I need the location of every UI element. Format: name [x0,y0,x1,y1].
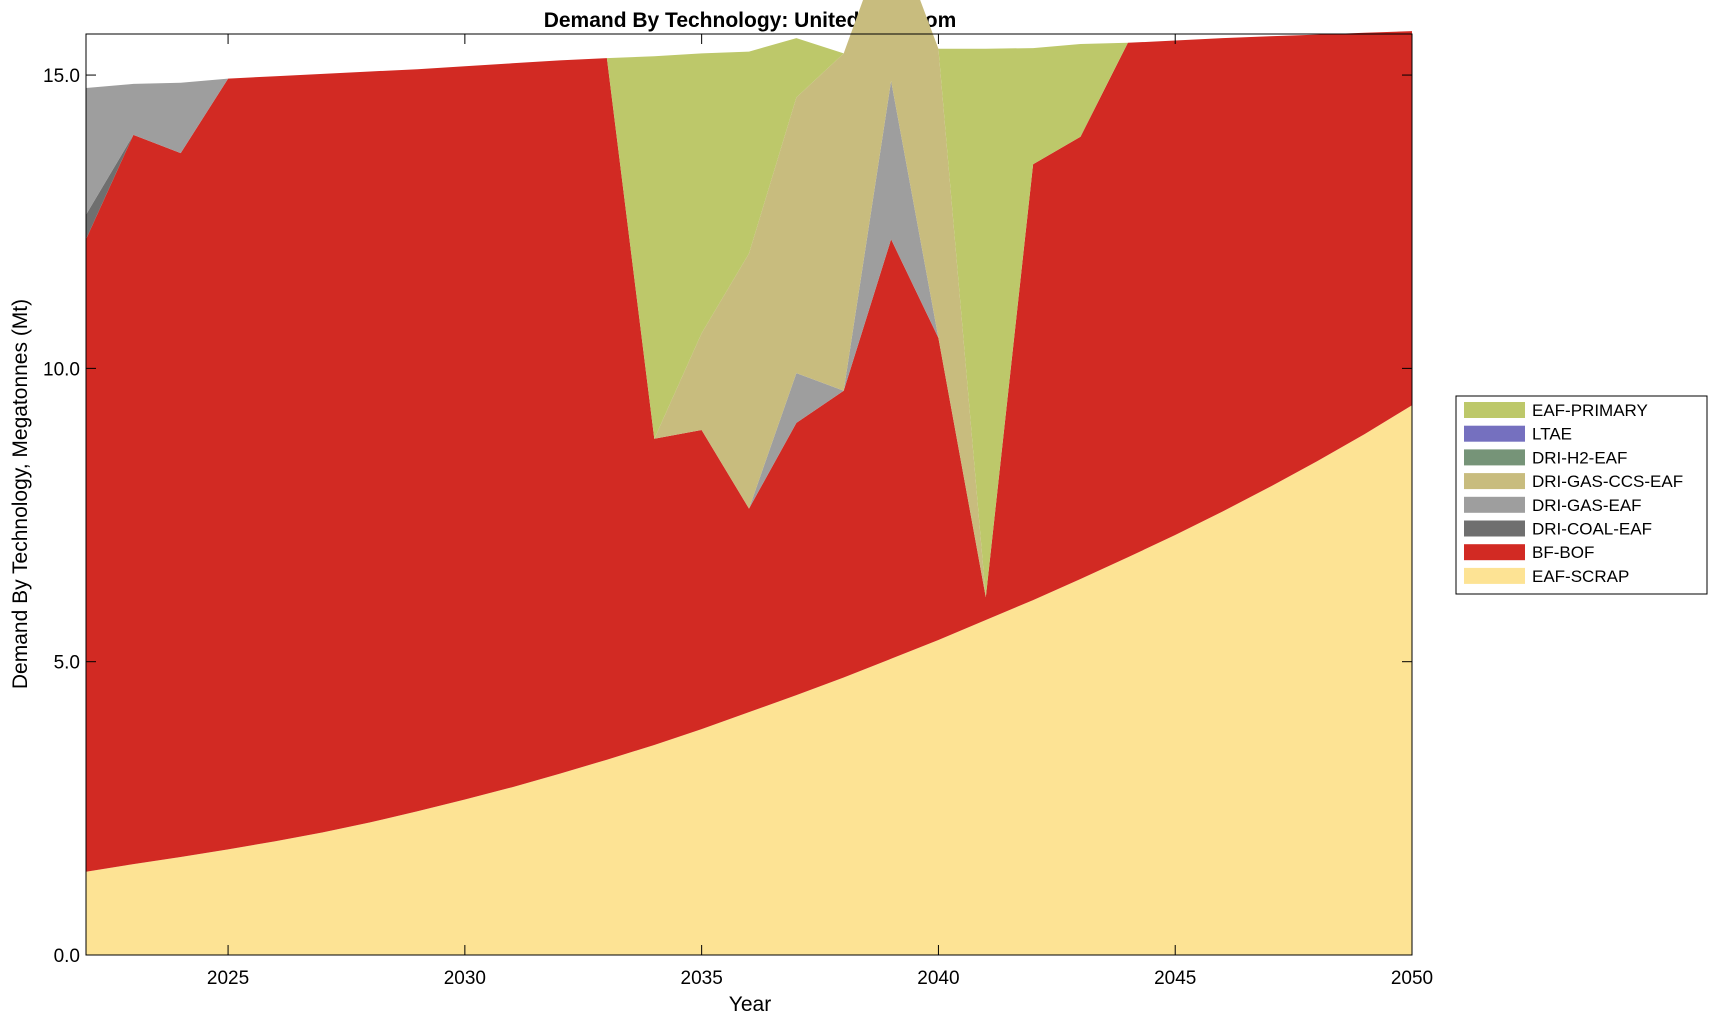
legend-label: BF-BOF [1532,543,1594,562]
area-eaf-scrap [86,405,1412,955]
area-dri-gas-eaf [86,31,1412,598]
legend-swatch [1464,402,1525,418]
legend-label: DRI-COAL-EAF [1532,520,1652,539]
area-eaf-primary [86,0,1412,598]
legend-swatch [1464,520,1525,537]
legend-label: EAF-SCRAP [1532,567,1629,586]
legend-swatch [1464,567,1525,584]
x-axis-label: Year [729,993,771,1016]
legend-label: DRI-H2-EAF [1532,448,1627,467]
y-tick-label: 10.0 [43,359,80,380]
legend-item-dri-coal-eaf: DRI-COAL-EAF [1464,520,1652,539]
legend-item-dri-gas-eaf: DRI-GAS-EAF [1464,496,1642,515]
area-dri-gas-ccs-eaf [86,0,1412,598]
x-tick-label: 2040 [917,968,959,989]
x-axis-ticks: 2025 2030 2035 2040 2045 2050 [207,34,1433,989]
x-tick-label: 2035 [681,968,723,989]
chart-title: Demand By Technology: United Kingdom [544,9,957,32]
legend-swatch [1464,544,1525,561]
plot-frame [85,33,1413,956]
legend-label: DRI-GAS-CCS-EAF [1532,472,1683,491]
legend-item-bf-bof: BF-BOF [1464,543,1594,562]
area-layers [86,0,1412,955]
area-bf-bof [86,31,1412,872]
legend-item-dri-gas-ccs-eaf: DRI-GAS-CCS-EAF [1464,472,1683,491]
x-tick-label: 2050 [1391,968,1433,989]
legend-label: DRI-GAS-EAF [1532,496,1642,515]
y-tick-label: 15.0 [43,66,80,87]
legend-item-ltae: LTAE [1464,425,1572,444]
x-tick-label: 2030 [444,968,486,989]
legend-swatch [1464,425,1525,442]
legend-swatch [1464,473,1525,490]
x-tick-label: 2045 [1154,968,1196,989]
legend-item-eaf-scrap: EAF-SCRAP [1464,567,1629,586]
legend-swatch [1464,496,1525,513]
y-axis-label: Demand By Technology, Megatonnes (Mt) [9,299,32,689]
y-tick-label: 0.0 [54,946,80,967]
y-axis-ticks: 0.0 5.0 10.0 15.0 [43,66,1412,967]
legend-label: LTAE [1532,425,1572,444]
legend: EAF-PRIMARY LTAE DRI-H2-EAF DRI-GAS-CCS-EAF… [1455,395,1708,595]
legend-item-dri-h2-eaf: DRI-H2-EAF [1464,448,1627,467]
legend-label: EAF-PRIMARY [1532,401,1648,420]
legend-item-eaf-primary: EAF-PRIMARY [1464,401,1648,420]
y-tick-label: 5.0 [54,653,80,674]
legend-swatch [1464,449,1525,466]
x-tick-label: 2025 [207,968,249,989]
